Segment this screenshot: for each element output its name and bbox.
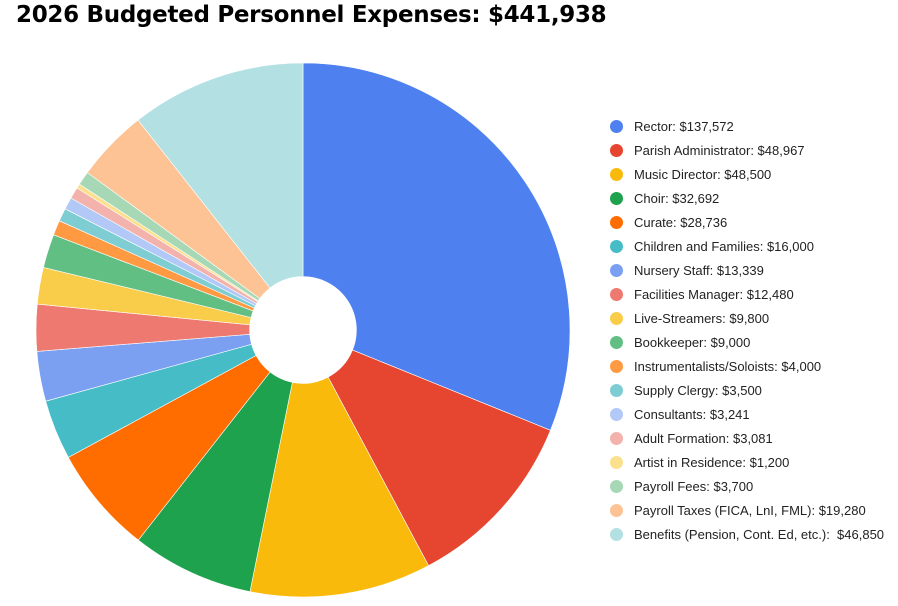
legend-swatch-icon: [610, 527, 623, 541]
legend-item[interactable]: Curate: $28,736: [610, 210, 884, 234]
chart-title: 2026 Budgeted Personnel Expenses: $441,9…: [16, 2, 607, 28]
legend-item[interactable]: Facilities Manager: $12,480: [610, 282, 884, 306]
legend-swatch-icon: [610, 119, 623, 133]
donut-chart: [35, 62, 571, 598]
legend-label: Children and Families: $16,000: [634, 238, 814, 254]
legend-label: Curate: $28,736: [634, 214, 728, 230]
pie-slice-rector[interactable]: [302, 62, 571, 431]
legend-label: Music Director: $48,500: [634, 166, 772, 182]
legend-label: Facilities Manager: $12,480: [634, 286, 794, 302]
legend-label: Bookkeeper: $9,000: [634, 334, 751, 350]
legend-swatch-icon: [610, 383, 623, 397]
legend-item[interactable]: Benefits (Pension, Cont. Ed, etc.): $46,…: [610, 522, 884, 546]
legend-item[interactable]: Adult Formation: $3,081: [610, 426, 884, 450]
legend-item[interactable]: Children and Families: $16,000: [610, 234, 884, 258]
legend-swatch-icon: [610, 239, 623, 253]
legend-label: Instrumentalists/Soloists: $4,000: [634, 358, 822, 374]
pie-slice-curate[interactable]: [67, 355, 271, 541]
legend-item[interactable]: Bookkeeper: $9,000: [610, 330, 884, 354]
legend-swatch-icon: [610, 431, 623, 445]
chart-legend: Rector: $137,572 Parish Administrator: $4…: [610, 114, 884, 546]
legend-label: Choir: $32,692: [634, 190, 720, 206]
legend-label: Consultants: $3,241: [634, 406, 750, 422]
legend-swatch-icon: [610, 335, 623, 349]
legend-item[interactable]: Instrumentalists/Soloists: $4,000: [610, 354, 884, 378]
legend-swatch-icon: [610, 167, 623, 181]
legend-item[interactable]: Supply Clergy: $3,500: [610, 378, 884, 402]
legend-item[interactable]: Live-Streamers: $9,800: [610, 306, 884, 330]
legend-swatch-icon: [610, 479, 623, 493]
legend-swatch-icon: [610, 311, 623, 325]
legend-label: Parish Administrator: $48,967: [634, 142, 805, 158]
legend-label: Artist in Residence: $1,200: [634, 454, 790, 470]
pie-slice-parish-administrator[interactable]: [327, 349, 551, 567]
legend-swatch-icon: [610, 143, 623, 157]
legend-item[interactable]: Artist in Residence: $1,200: [610, 450, 884, 474]
legend-item[interactable]: Rector: $137,572: [610, 114, 884, 138]
legend-swatch-icon: [610, 191, 623, 205]
legend-swatch-icon: [610, 407, 623, 421]
legend-label: Benefits (Pension, Cont. Ed, etc.): $46,…: [634, 526, 885, 542]
legend-item[interactable]: Payroll Fees: $3,700: [610, 474, 884, 498]
legend-item[interactable]: Parish Administrator: $48,967: [610, 138, 884, 162]
legend-item[interactable]: Music Director: $48,500: [610, 162, 884, 186]
legend-swatch-icon: [610, 503, 623, 517]
legend-item[interactable]: Payroll Taxes (FICA, LnI, FML): $19,280: [610, 498, 884, 522]
legend-label: Nursery Staff: $13,339: [634, 262, 764, 278]
legend-label: Payroll Fees: $3,700: [634, 478, 754, 494]
legend-item[interactable]: Choir: $32,692: [610, 186, 884, 210]
legend-swatch-icon: [610, 287, 623, 301]
legend-swatch-icon: [610, 359, 623, 373]
legend-label: Supply Clergy: $3,500: [634, 382, 762, 398]
pie-slice-choir[interactable]: [137, 371, 293, 593]
legend-swatch-icon: [610, 263, 623, 277]
legend-label: Adult Formation: $3,081: [634, 430, 773, 446]
legend-item[interactable]: Nursery Staff: $13,339: [610, 258, 884, 282]
legend-item[interactable]: Consultants: $3,241: [610, 402, 884, 426]
legend-swatch-icon: [610, 455, 623, 469]
legend-swatch-icon: [610, 215, 623, 229]
legend-label: Live-Streamers: $9,800: [634, 310, 770, 326]
legend-label: Rector: $137,572: [634, 118, 734, 134]
pie-slice-benefits-pension-cont-ed-etc[interactable]: [137, 62, 304, 289]
pie-slice-music-director[interactable]: [249, 376, 429, 598]
legend-label: Payroll Taxes (FICA, LnI, FML): $19,280: [634, 502, 866, 518]
